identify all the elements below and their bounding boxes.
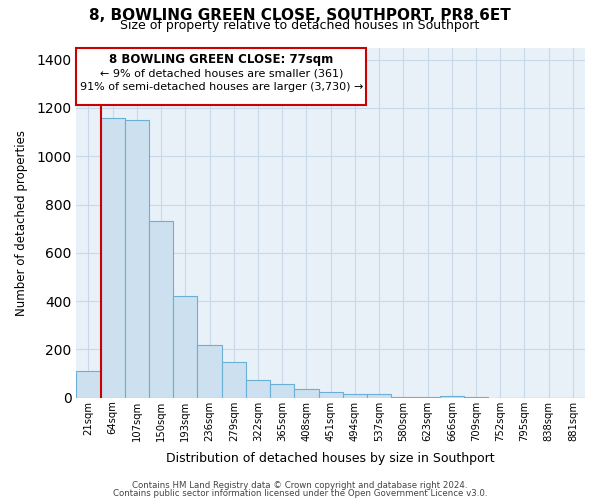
Bar xyxy=(464,397,488,398)
Bar xyxy=(343,394,367,398)
Text: 8 BOWLING GREEN CLOSE: 77sqm: 8 BOWLING GREEN CLOSE: 77sqm xyxy=(109,52,334,66)
Text: Size of property relative to detached houses in Southport: Size of property relative to detached ho… xyxy=(121,19,479,32)
Bar xyxy=(221,362,246,398)
Text: 8, BOWLING GREEN CLOSE, SOUTHPORT, PR8 6ET: 8, BOWLING GREEN CLOSE, SOUTHPORT, PR8 6… xyxy=(89,8,511,22)
Bar xyxy=(440,396,464,398)
Text: Contains public sector information licensed under the Open Government Licence v3: Contains public sector information licen… xyxy=(113,489,487,498)
Y-axis label: Number of detached properties: Number of detached properties xyxy=(15,130,28,316)
Bar xyxy=(415,396,440,398)
Bar xyxy=(101,118,125,398)
Bar xyxy=(319,392,343,398)
Bar xyxy=(173,296,197,398)
Bar xyxy=(125,120,149,398)
Bar xyxy=(246,380,270,398)
Text: 91% of semi-detached houses are larger (3,730) →: 91% of semi-detached houses are larger (… xyxy=(80,82,363,92)
Bar xyxy=(149,222,173,398)
Bar xyxy=(367,394,391,398)
Bar xyxy=(197,344,221,398)
Bar xyxy=(391,396,415,398)
Bar xyxy=(76,371,101,398)
Bar xyxy=(270,384,295,398)
X-axis label: Distribution of detached houses by size in Southport: Distribution of detached houses by size … xyxy=(166,452,495,465)
Bar xyxy=(295,388,319,398)
Text: ← 9% of detached houses are smaller (361): ← 9% of detached houses are smaller (361… xyxy=(100,68,343,78)
Text: Contains HM Land Registry data © Crown copyright and database right 2024.: Contains HM Land Registry data © Crown c… xyxy=(132,481,468,490)
